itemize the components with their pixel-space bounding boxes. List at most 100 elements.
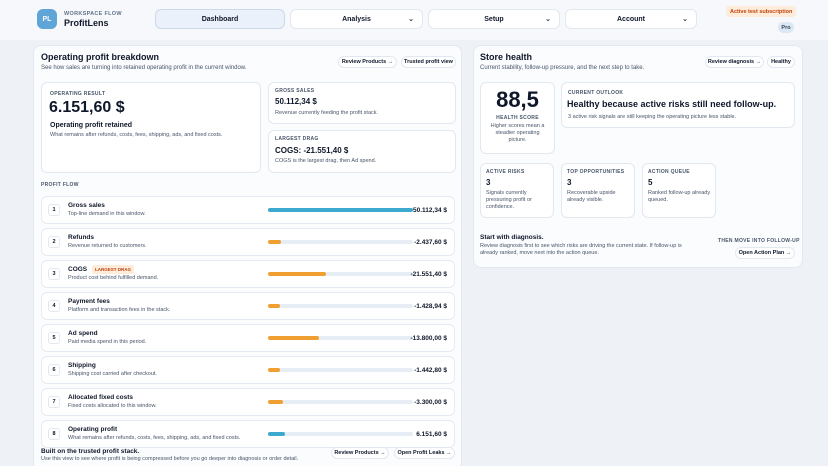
profit-flow-row: 5 Ad spend Paid media spend in this period… [41, 324, 455, 352]
health-title: Store health [480, 52, 533, 62]
health-score-label: HEALTH SCORE [496, 115, 539, 121]
row-bar-fill [268, 432, 286, 436]
operating-result-label: OPERATING RESULT [50, 91, 106, 97]
profit-flow-row: 3 COGS LARGEST DRAG Product cost behind ful… [41, 260, 455, 288]
breakdown-title: Operating profit breakdown [41, 52, 160, 62]
operating-result-card [41, 82, 261, 173]
health-score-card [480, 82, 555, 154]
health-status-badge: Healthy [767, 56, 795, 68]
profit-flow-row: 4 Payment fees Platform and transaction fe… [41, 292, 455, 320]
top-opportunities-value: 3 [567, 178, 572, 187]
row-number: 1 [48, 204, 60, 216]
row-value: 6.151,60 $ [416, 431, 447, 438]
chevron-down-icon: ⌄ [408, 16, 414, 23]
top-opportunities-desc: Recoverable upside already visible. [567, 190, 616, 203]
row-value: -1.428,94 $ [414, 303, 447, 310]
row-name: COGS [68, 266, 88, 273]
breakdown-subtitle: See how sales are turning into retained … [41, 65, 247, 71]
action-queue-desc: Ranked follow-up already queued. [648, 190, 711, 203]
health-score-desc: Higher scores mean a steadier operating … [490, 123, 545, 143]
then-move-label: THEN MOVE INTO FOLLOW-UP [718, 238, 800, 244]
row-bar-track [268, 208, 413, 212]
trusted-profit-view-button[interactable]: Trusted profit view [401, 56, 456, 68]
row-name: Allocated fixed costs [68, 394, 134, 401]
largest-drag-card [268, 130, 456, 173]
nav-account-label: Account [617, 15, 645, 23]
row-bar-fill [268, 400, 283, 404]
start-title: Start with diagnosis. [480, 234, 544, 241]
largest-drag-label: LARGEST DRAG [275, 136, 319, 142]
row-bar-fill [268, 368, 280, 372]
row-bar-fill [268, 336, 319, 340]
nav-account[interactable]: Account ⌄ [565, 9, 697, 29]
footer-title: Built on the trusted profit stack. [41, 448, 140, 455]
row-value: -21.551,40 $ [410, 271, 447, 278]
row-number: 3 [48, 268, 60, 280]
gross-sales-desc: Revenue currently feeding the profit sta… [275, 110, 379, 116]
row-name: Payment fees [68, 298, 110, 305]
profit-flow-row: 1 Gross sales Top-line demand in this wind… [41, 196, 455, 224]
review-diagnosis-button[interactable]: Review diagnosis → [705, 56, 764, 68]
profit-flow-label: PROFIT FLOW [41, 182, 79, 188]
row-name: Shipping [68, 362, 96, 369]
row-value: -13.800,00 $ [410, 335, 447, 342]
outlook-title: Healthy because active risks still need … [567, 99, 777, 109]
row-bar-fill [268, 272, 326, 276]
row-number: 2 [48, 236, 60, 248]
start-desc: Review diagnosis first to see which risk… [480, 243, 682, 256]
row-value: -3.300,00 $ [414, 399, 447, 406]
row-name: Gross sales [68, 202, 105, 209]
row-desc: Paid media spend in this period. [68, 339, 147, 345]
row-bar-track [268, 336, 413, 340]
nav-analysis[interactable]: Analysis ⌄ [290, 9, 423, 29]
profit-flow-row: 7 Allocated fixed costs Fixed costs alloca… [41, 388, 455, 416]
footer-review-products-button[interactable]: Review Products → [331, 447, 389, 459]
action-queue-card [642, 163, 716, 218]
nav-setup[interactable]: Setup ⌄ [428, 9, 560, 29]
row-value: -2.437,60 $ [414, 239, 447, 246]
chevron-down-icon: ⌄ [682, 16, 688, 23]
row-bar-track [268, 304, 413, 308]
nav-analysis-label: Analysis [342, 15, 371, 23]
brand[interactable]: PL WORKSPACE FLOW ProfitLens [37, 9, 122, 29]
row-bar-track [268, 432, 413, 436]
nav-setup-label: Setup [484, 15, 504, 23]
gross-sales-value: 50.112,34 $ [275, 97, 317, 106]
row-number: 4 [48, 300, 60, 312]
nav-dashboard[interactable]: Dashboard [155, 9, 285, 29]
active-risks-card [480, 163, 554, 218]
chevron-down-icon: ⌄ [545, 16, 551, 23]
top-bar: PL WORKSPACE FLOW ProfitLens Dashboard A… [0, 0, 828, 40]
profit-flow-row: 2 Refunds Revenue returned to customers. -2… [41, 228, 455, 256]
active-risks-value: 3 [486, 178, 491, 187]
row-name: Refunds [68, 234, 94, 241]
open-profit-leaks-button[interactable]: Open Profit Leaks → [394, 447, 455, 459]
row-desc: Product cost behind fulfilled demand. [68, 275, 159, 281]
row-bar-fill [268, 304, 280, 308]
brand-kicker: WORKSPACE FLOW [64, 10, 122, 17]
row-desc: Platform and transaction fees in the sta… [68, 307, 171, 313]
row-bar-track [268, 272, 413, 276]
top-opportunities-card [561, 163, 635, 218]
outlook-desc: 3 active risk signals are still keeping … [568, 114, 737, 120]
largest-drag-value: COGS: -21.551,40 $ [275, 146, 349, 155]
row-desc: Revenue returned to customers. [68, 243, 147, 249]
row-value: 50.112,34 $ [413, 207, 447, 214]
row-number: 7 [48, 396, 60, 408]
open-action-plan-button[interactable]: Open Action Plan → [735, 247, 795, 259]
row-bar-fill [268, 208, 413, 212]
row-value: -1.442,80 $ [414, 367, 447, 374]
gross-sales-card [268, 82, 456, 124]
row-bar-track [268, 240, 413, 244]
row-name: Operating profit [68, 426, 118, 433]
active-risks-label: ACTIVE RISKS [486, 169, 525, 175]
review-products-button[interactable]: Review Products → [338, 56, 397, 68]
row-desc: Fixed costs allocated to this window. [68, 403, 157, 409]
gross-sales-label: GROSS SALES [275, 88, 315, 94]
row-bar-fill [268, 240, 282, 244]
nav-dashboard-label: Dashboard [201, 15, 239, 23]
action-queue-value: 5 [648, 178, 653, 187]
active-risks-desc: Signals currently pressuring profit or c… [486, 190, 532, 210]
row-desc: What remains after refunds, costs, fees,… [68, 435, 241, 441]
operating-result-name: Operating profit retained [50, 122, 133, 129]
